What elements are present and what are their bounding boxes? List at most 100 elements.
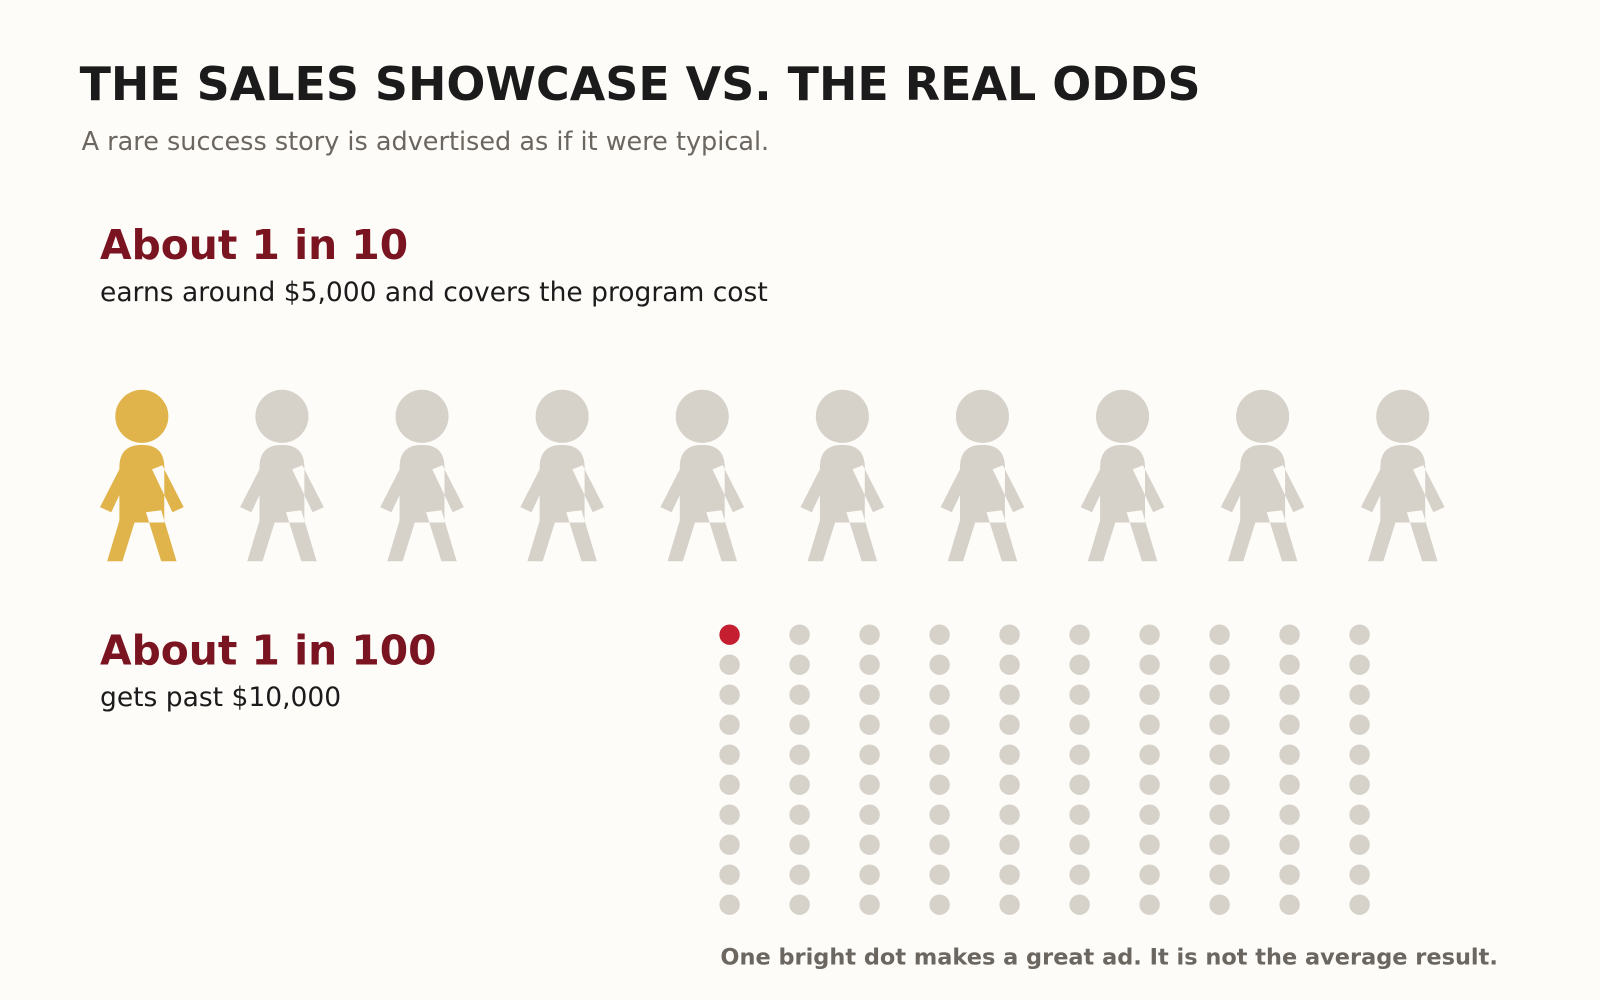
dot — [1279, 894, 1300, 915]
dot — [1349, 744, 1370, 765]
dot — [1279, 684, 1300, 705]
dot — [1139, 714, 1160, 735]
person-head — [1096, 389, 1150, 443]
dot — [1139, 684, 1160, 705]
dot — [789, 654, 810, 675]
dot — [999, 864, 1020, 885]
person-body — [940, 444, 1025, 562]
dot — [1349, 864, 1370, 885]
person-icon — [660, 389, 745, 562]
dot — [859, 684, 880, 705]
dot — [859, 804, 880, 825]
headline: About 1 in 100 — [100, 626, 437, 674]
dot — [859, 864, 880, 885]
person-body — [100, 444, 184, 562]
dot — [719, 864, 740, 885]
dot — [1279, 864, 1300, 885]
dot — [1139, 654, 1160, 675]
person-body — [660, 444, 745, 562]
dot — [1279, 804, 1300, 825]
person-icon — [1360, 389, 1445, 562]
dot — [719, 714, 740, 735]
dot — [1279, 624, 1300, 645]
dot — [999, 714, 1020, 735]
dot — [999, 744, 1020, 765]
dot — [1209, 684, 1230, 705]
dot — [999, 894, 1020, 915]
person-icon — [380, 389, 464, 562]
dot — [1069, 774, 1090, 795]
dot — [1209, 774, 1230, 795]
dot — [999, 624, 1020, 645]
dot — [789, 624, 810, 645]
dot — [1349, 804, 1370, 825]
dot — [1349, 894, 1370, 915]
dot — [1279, 654, 1300, 675]
dot — [1139, 804, 1160, 825]
person-icon — [940, 389, 1025, 562]
dot — [859, 654, 880, 675]
person-icon — [520, 389, 604, 562]
dot — [859, 744, 880, 765]
dot — [1069, 654, 1090, 675]
dot — [1349, 774, 1370, 795]
person-head — [115, 389, 169, 443]
dot — [719, 654, 740, 675]
dot — [1279, 714, 1300, 735]
person-body — [1080, 444, 1165, 562]
dot — [719, 774, 740, 795]
dot — [1069, 804, 1090, 825]
description: gets past $10,000 — [100, 682, 341, 713]
dot — [1069, 714, 1090, 735]
person-icon — [100, 389, 184, 562]
dot — [789, 834, 810, 855]
dot — [1139, 744, 1160, 765]
dot — [1069, 834, 1090, 855]
title: THE SALES SHOWCASE VS. THE REAL ODDS — [80, 57, 1201, 111]
dot — [1209, 714, 1230, 735]
person-body — [380, 444, 464, 562]
person-body — [520, 444, 604, 562]
dot — [929, 714, 950, 735]
dot — [929, 804, 950, 825]
dot — [929, 654, 950, 675]
dot — [999, 774, 1020, 795]
person-body — [1220, 444, 1305, 562]
dot — [1209, 894, 1230, 915]
dot — [999, 804, 1020, 825]
dot — [1139, 864, 1160, 885]
person-head — [1236, 389, 1290, 443]
dot — [1139, 624, 1160, 645]
person-body — [1360, 444, 1445, 562]
dot — [1209, 804, 1230, 825]
dot — [719, 834, 740, 855]
person-body — [240, 444, 324, 562]
person-head — [535, 389, 589, 443]
person-icon — [240, 389, 324, 562]
dot — [1069, 744, 1090, 765]
dot — [789, 864, 810, 885]
dot — [1349, 624, 1370, 645]
dot — [1349, 684, 1370, 705]
dot — [789, 744, 810, 765]
dot — [999, 684, 1020, 705]
dot — [1069, 684, 1090, 705]
dot — [859, 624, 880, 645]
dot — [929, 834, 950, 855]
dot — [789, 774, 810, 795]
person-head — [1376, 389, 1430, 443]
dot — [1139, 774, 1160, 795]
dot — [1209, 624, 1230, 645]
subtitle: A rare success story is advertised as if… — [82, 127, 770, 157]
dot — [719, 624, 740, 645]
dot — [719, 744, 740, 765]
person-body — [800, 444, 885, 562]
dot — [929, 774, 950, 795]
dot — [789, 894, 810, 915]
person-head — [815, 389, 869, 443]
dot — [929, 894, 950, 915]
person-icon — [1220, 389, 1305, 562]
dot — [789, 714, 810, 735]
dot — [929, 624, 950, 645]
person-head — [955, 389, 1009, 443]
